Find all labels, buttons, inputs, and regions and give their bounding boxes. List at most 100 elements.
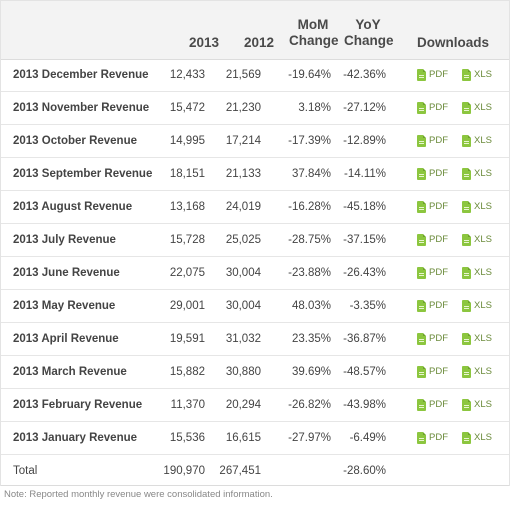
value-2013: 14,995	[169, 135, 205, 147]
value-yoy-change: -12.89%	[343, 135, 386, 147]
download-pdf-label: PDF	[429, 399, 448, 410]
download-pdf-link[interactable]: PDF	[417, 389, 448, 421]
value-mom-change: -27.97%	[288, 432, 331, 444]
row-label: 2013 April Revenue	[13, 333, 119, 345]
file-icon	[462, 399, 471, 411]
download-pdf-link[interactable]: PDF	[417, 224, 448, 256]
total-row: Total 190,970 267,451 -28.60%	[1, 456, 509, 486]
download-xls-link[interactable]: XLS	[462, 323, 492, 355]
value-2013: 13,168	[169, 201, 205, 213]
header-2013: 2013	[189, 35, 220, 50]
download-pdf-label: PDF	[429, 333, 448, 344]
download-xls-label: XLS	[474, 432, 492, 443]
row-label: 2013 October Revenue	[13, 135, 138, 147]
file-icon	[417, 267, 426, 279]
table-row: 2013 December Revenue 12,433 21,569 -19.64%…	[1, 59, 509, 92]
download-pdf-link[interactable]: PDF	[417, 323, 448, 355]
download-xls-link[interactable]: XLS	[462, 59, 492, 91]
download-pdf-label: PDF	[429, 300, 448, 311]
header-yoy-line2: Change	[344, 33, 394, 48]
download-pdf-label: PDF	[429, 201, 448, 212]
download-xls-link[interactable]: XLS	[462, 224, 492, 256]
table-row: 2013 June Revenue 22,075 30,004 -23.88% -26.…	[1, 257, 509, 290]
download-xls-label: XLS	[474, 267, 492, 278]
value-2013: 15,728	[169, 234, 205, 246]
value-2012: 30,004	[225, 267, 261, 279]
download-pdf-label: PDF	[429, 69, 448, 80]
download-pdf-label: PDF	[429, 135, 448, 146]
download-xls-link[interactable]: XLS	[462, 257, 492, 289]
file-icon	[417, 201, 426, 213]
download-xls-label: XLS	[474, 168, 492, 179]
value-2012: 21,230	[225, 102, 261, 114]
download-pdf-label: PDF	[429, 366, 448, 377]
value-2013: 11,370	[170, 399, 205, 411]
download-xls-link[interactable]: XLS	[462, 191, 492, 223]
header-yoy: YoY Change	[344, 17, 394, 49]
download-xls-link[interactable]: XLS	[462, 92, 492, 124]
header-mom-line1: MoM	[297, 17, 329, 32]
row-label: 2013 June Revenue	[13, 267, 120, 279]
value-mom-change: 3.18%	[298, 102, 331, 114]
file-icon	[417, 168, 426, 180]
download-xls-label: XLS	[474, 102, 492, 113]
value-2012: 24,019	[225, 201, 261, 213]
download-pdf-link[interactable]: PDF	[417, 158, 448, 190]
file-icon	[417, 333, 426, 345]
download-pdf-label: PDF	[429, 267, 448, 278]
download-pdf-link[interactable]: PDF	[417, 59, 448, 91]
value-mom-change: -16.28%	[288, 201, 331, 213]
value-yoy-change: -6.49%	[349, 432, 386, 444]
file-icon	[462, 300, 471, 312]
file-icon	[462, 234, 471, 246]
row-label: 2013 September Revenue	[13, 168, 153, 180]
row-label: 2013 March Revenue	[13, 366, 127, 378]
download-xls-link[interactable]: XLS	[462, 125, 492, 157]
total-2013: 190,970	[163, 465, 205, 477]
value-2013: 19,591	[169, 333, 205, 345]
download-pdf-label: PDF	[429, 168, 448, 179]
row-label: 2013 January Revenue	[13, 432, 138, 444]
header-2012: 2012	[244, 35, 275, 50]
download-xls-link[interactable]: XLS	[462, 290, 492, 322]
value-yoy-change: -27.12%	[343, 102, 386, 114]
download-xls-link[interactable]: XLS	[462, 389, 492, 421]
total-2012: 267,451	[219, 465, 261, 477]
value-2012: 30,880	[225, 366, 261, 378]
table-row: 2013 February Revenue 11,370 20,294 -26.82%…	[1, 389, 509, 422]
download-pdf-link[interactable]: PDF	[417, 290, 448, 322]
value-mom-change: -26.82%	[288, 399, 331, 411]
value-2012: 20,294	[225, 399, 261, 411]
download-pdf-label: PDF	[429, 102, 448, 113]
download-pdf-link[interactable]: PDF	[417, 92, 448, 124]
header-downloads: Downloads	[417, 35, 490, 50]
value-yoy-change: -3.35%	[349, 300, 386, 312]
value-2013: 15,882	[169, 366, 205, 378]
file-icon	[417, 432, 426, 444]
table-row: 2013 May Revenue 29,001 30,004 48.03% -3.35%…	[1, 290, 509, 323]
value-mom-change: -28.75%	[288, 234, 331, 246]
download-pdf-link[interactable]: PDF	[417, 191, 448, 223]
download-xls-link[interactable]: XLS	[462, 158, 492, 190]
table-row: 2013 March Revenue 15,882 30,880 39.69% -48.…	[1, 356, 509, 389]
row-label: 2013 August Revenue	[13, 201, 133, 213]
value-yoy-change: -26.43%	[343, 267, 386, 279]
download-pdf-link[interactable]: PDF	[417, 257, 448, 289]
download-pdf-link[interactable]: PDF	[417, 125, 448, 157]
download-xls-link[interactable]: XLS	[462, 356, 492, 388]
value-2012: 21,133	[225, 168, 261, 180]
download-pdf-link[interactable]: PDF	[417, 356, 448, 388]
download-xls-link[interactable]: XLS	[462, 422, 492, 454]
value-2012: 25,025	[225, 234, 261, 246]
value-yoy-change: -43.98%	[343, 399, 386, 411]
file-icon	[462, 267, 471, 279]
value-2012: 30,004	[225, 300, 261, 312]
value-yoy-change: -45.18%	[343, 201, 386, 213]
download-pdf-link[interactable]: PDF	[417, 422, 448, 454]
value-mom-change: 39.69%	[291, 366, 331, 378]
value-mom-change: 48.03%	[291, 300, 331, 312]
download-xls-label: XLS	[474, 201, 492, 212]
file-icon	[462, 102, 471, 114]
file-icon	[417, 234, 426, 246]
value-yoy-change: -37.15%	[343, 234, 386, 246]
